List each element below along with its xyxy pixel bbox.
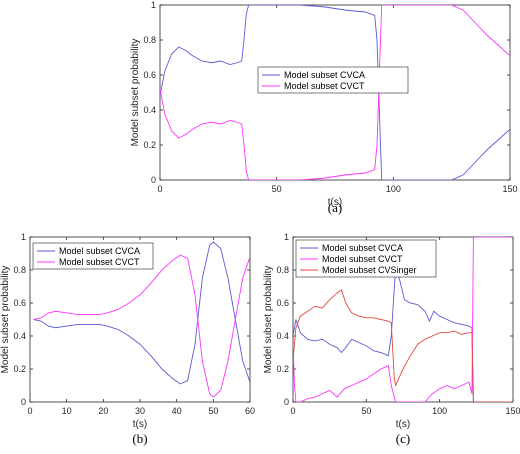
y-tick-label: 0.6 bbox=[143, 70, 156, 80]
y-tick-label: 0.4 bbox=[276, 331, 289, 341]
x-tick-label: 100 bbox=[432, 406, 447, 416]
y-tick-label: 0 bbox=[151, 175, 156, 185]
y-tick-label: 1 bbox=[21, 232, 26, 242]
x-tick-label: 40 bbox=[172, 406, 182, 416]
x-tick-label: 50 bbox=[272, 184, 282, 194]
y-tick-label: 0.8 bbox=[13, 265, 26, 275]
legend-entry: Model subset CVCT bbox=[284, 81, 365, 91]
x-axis-label: t(s) bbox=[396, 419, 410, 430]
x-axis-label: t(s) bbox=[328, 197, 342, 208]
x-tick-label: 150 bbox=[505, 406, 520, 416]
figure-caption: (b) bbox=[132, 431, 147, 446]
series-line-cvca bbox=[160, 5, 510, 180]
y-axis-label: Model subset probability bbox=[263, 266, 274, 374]
figure-caption: (c) bbox=[396, 431, 410, 446]
legend-entry: Model subset CVCA bbox=[284, 70, 365, 80]
legend-entry: Model subset CVCT bbox=[59, 257, 140, 267]
y-tick-label: 0 bbox=[21, 397, 26, 407]
legend-entry: Model subset CVSinger bbox=[322, 265, 417, 275]
x-tick-label: 0 bbox=[157, 184, 162, 194]
chart-panel-a: 0 50 100 150 0 0.2 0.4 0.6 0.8 1 t(s) Model subset … bbox=[130, 0, 518, 215]
y-tick-label: 1 bbox=[284, 232, 289, 242]
series-line-cvct bbox=[33, 254, 250, 398]
x-tick-label: 50 bbox=[208, 406, 218, 416]
y-tick-label: 0.2 bbox=[13, 364, 26, 374]
x-tick-label: 20 bbox=[98, 406, 108, 416]
chart-panel-c: 0 50 100 150 0 0.2 0.4 0.6 0.8 1 t(s) Model subset … bbox=[263, 232, 520, 446]
legend-entry: Model subset CVCA bbox=[59, 246, 140, 256]
x-tick-label: 30 bbox=[135, 406, 145, 416]
x-tick-label: 0 bbox=[290, 406, 295, 416]
legend-entry: Model subset CVCT bbox=[322, 254, 403, 264]
y-axis-label: Model subset probability bbox=[130, 39, 141, 147]
x-tick-label: 0 bbox=[27, 406, 32, 416]
y-tick-label: 0.4 bbox=[143, 105, 156, 115]
y-tick-label: 1 bbox=[151, 0, 156, 10]
y-tick-label: 0.6 bbox=[13, 298, 26, 308]
series-line-cvct bbox=[160, 5, 510, 180]
y-tick-label: 0 bbox=[284, 397, 289, 407]
series-line-cvca bbox=[33, 241, 250, 385]
figure-caption: (a) bbox=[328, 200, 342, 215]
x-tick-label: 10 bbox=[62, 406, 72, 416]
series-line-cvca bbox=[293, 266, 513, 402]
x-tick-label: 150 bbox=[502, 184, 517, 194]
y-tick-label: 0.6 bbox=[276, 298, 289, 308]
y-tick-label: 0.2 bbox=[276, 364, 289, 374]
y-tick-label: 0.8 bbox=[143, 35, 156, 45]
x-tick-label: 100 bbox=[386, 184, 401, 194]
legend-box bbox=[32, 242, 154, 270]
x-axis-label: t(s) bbox=[133, 419, 147, 430]
y-axis-label: Model subset probability bbox=[0, 266, 11, 374]
legend-box bbox=[295, 239, 437, 278]
series-line-cvsinger bbox=[293, 289, 513, 402]
x-tick-label: 50 bbox=[361, 406, 371, 416]
series-line-cvct bbox=[293, 237, 513, 402]
y-tick-label: 0.2 bbox=[143, 140, 156, 150]
y-tick-label: 0.4 bbox=[13, 331, 26, 341]
y-tick-label: 0.8 bbox=[276, 265, 289, 275]
legend-box bbox=[257, 66, 409, 94]
legend-entry: Model subset CVCA bbox=[322, 243, 403, 253]
x-tick-label: 60 bbox=[245, 406, 255, 416]
chart-panel-b: 0 10 20 30 40 50 60 0 0.2 0.4 0.6 0.8 1 t(s) Model sub… bbox=[0, 232, 255, 446]
